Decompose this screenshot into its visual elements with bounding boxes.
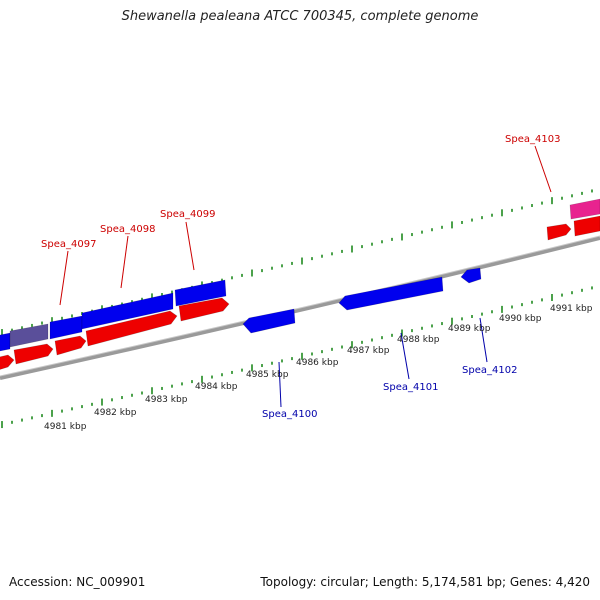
gene-label-spea-4097[interactable]: Spea_4097 <box>41 239 96 250</box>
gene-arrow-spea-4102[interactable] <box>460 267 482 284</box>
gene-label-spea-4100[interactable]: Spea_4100 <box>262 409 317 420</box>
kbp-label: 4988 kbp <box>397 335 440 345</box>
gene-arrow-fwd-3[interactable] <box>54 335 87 356</box>
gene-block-rev-5[interactable] <box>174 279 227 307</box>
gene-block-rev-1[interactable] <box>0 332 11 352</box>
gene-label-spea-4099[interactable]: Spea_4099 <box>160 209 215 220</box>
kbp-labels: 4981 kbp 4982 kbp 4983 kbp 4984 kbp 4985… <box>44 304 593 432</box>
kbp-label: 4983 kbp <box>145 395 188 405</box>
gene-label-spea-4103[interactable]: Spea_4103 <box>505 134 560 145</box>
gene-labels: Spea_4097 Spea_4098 Spea_4099 Spea_4103 … <box>41 134 560 420</box>
gene-arrow-spea-4098[interactable] <box>85 310 178 347</box>
kbp-label: 4987 kbp <box>347 346 390 356</box>
accession-text: Accession: NC_009901 <box>9 575 146 589</box>
kbp-label: 4982 kbp <box>94 408 137 418</box>
kbp-label: 4985 kbp <box>246 370 289 380</box>
gene-label-spea-4101[interactable]: Spea_4101 <box>383 382 438 393</box>
gene-arrow-spea-4099[interactable] <box>178 297 230 322</box>
genome-backbone <box>0 236 600 380</box>
reverse-gene-lane <box>0 198 600 352</box>
kbp-label: 4989 kbp <box>448 324 491 334</box>
genome-backbone-highlight <box>0 235 600 377</box>
kbp-label: 4986 kbp <box>296 358 339 368</box>
gene-arrow-fwd-1[interactable] <box>0 354 15 371</box>
kbp-label: 4984 kbp <box>195 382 238 392</box>
kbp-label: 4981 kbp <box>44 422 87 432</box>
gene-block-spea-4103[interactable] <box>569 198 600 220</box>
kbp-label: 4991 kbp <box>550 304 593 314</box>
gene-label-spea-4098[interactable]: Spea_4098 <box>100 224 155 235</box>
kbp-label: 4990 kbp <box>499 314 542 324</box>
gene-block-spea-4097[interactable] <box>9 323 49 348</box>
gene-arrow-fwd-7[interactable] <box>573 215 600 237</box>
gene-label-spea-4102[interactable]: Spea_4102 <box>462 365 517 376</box>
inner-tick-ring <box>1 286 593 429</box>
gene-arrow-spea-4100[interactable] <box>242 308 296 334</box>
gene-block-rev-3[interactable] <box>49 315 83 340</box>
gene-arrow-spea-4101[interactable] <box>338 276 444 311</box>
gene-arrow-fwd-2[interactable] <box>13 343 54 365</box>
label-leaders <box>59 145 552 408</box>
genome-stats-text: Topology: circular; Length: 5,174,581 bp… <box>260 575 590 589</box>
map-title: Shewanella pealeana ATCC 700345, complet… <box>121 9 479 24</box>
forward-gene-lane <box>0 215 600 371</box>
gene-block-rev-4[interactable] <box>81 292 174 330</box>
gene-arrow-fwd-6[interactable] <box>546 223 572 241</box>
